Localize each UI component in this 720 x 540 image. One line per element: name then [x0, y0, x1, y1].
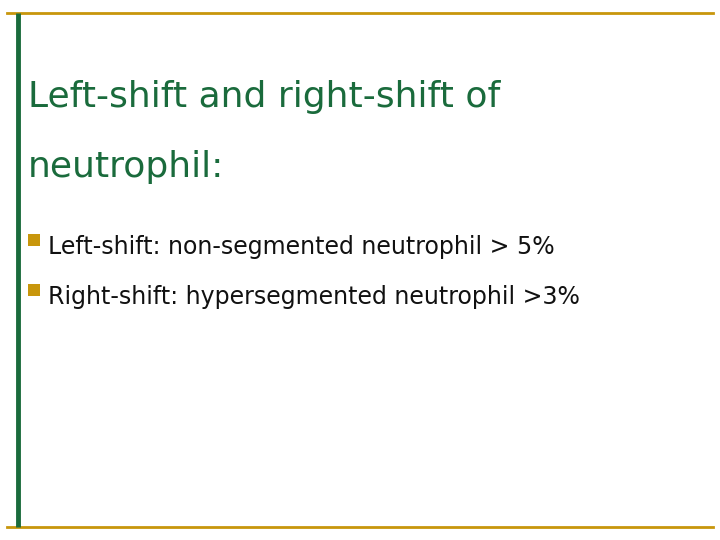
Text: Left-shift and right-shift of: Left-shift and right-shift of [28, 80, 500, 114]
Text: Right-shift: hypersegmented neutrophil >3%: Right-shift: hypersegmented neutrophil >… [48, 285, 580, 309]
Bar [28, 284, 40, 296]
Bar [28, 234, 40, 246]
Text: neutrophil:: neutrophil: [28, 150, 225, 184]
Text: Left-shift: non-segmented neutrophil > 5%: Left-shift: non-segmented neutrophil > 5… [48, 235, 554, 259]
